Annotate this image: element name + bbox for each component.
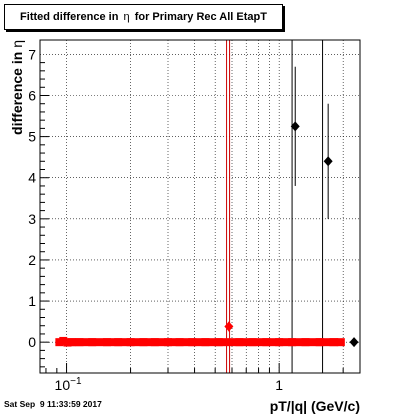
y-axis-label-text: difference in xyxy=(9,48,25,135)
red-series-band xyxy=(59,338,339,347)
y-tick-label: 1 xyxy=(28,293,36,309)
data-point-diamond xyxy=(290,121,300,132)
chart-title-suffix: for Primary Rec All EtapT xyxy=(131,11,267,23)
data-point-diamond xyxy=(349,337,359,348)
axis-tick-labels: 0 1 2 3 4 5 6 7 10−1 1 xyxy=(28,46,283,393)
grid xyxy=(40,40,360,373)
data-point-square xyxy=(329,338,338,347)
data-points xyxy=(55,66,359,348)
timestamp: Sat Sep 9 11:33:59 2017 xyxy=(4,399,102,409)
data-point-square xyxy=(336,338,345,347)
data-point-square xyxy=(88,338,97,347)
data-point-square xyxy=(262,338,271,347)
y-axis-label: difference in η xyxy=(9,40,25,135)
y-tick-label: 3 xyxy=(28,211,36,227)
x-axis-label: pT/|q| (GeV/c) xyxy=(270,398,360,414)
reference-lines xyxy=(226,40,324,373)
data-point-square xyxy=(214,338,223,347)
data-point-square xyxy=(164,338,172,347)
y-tick-label: 7 xyxy=(28,46,36,62)
data-point-square xyxy=(63,338,72,347)
x-tick-label-exponent: −1 xyxy=(70,376,82,387)
data-point-square xyxy=(59,336,68,345)
y-tick-label: 0 xyxy=(28,334,36,350)
data-point-square xyxy=(188,338,197,347)
data-point-square xyxy=(235,338,244,347)
data-point-square xyxy=(248,338,257,347)
chart-title: Fitted difference in η for Primary Rec A… xyxy=(4,4,283,30)
y-tick-label: 6 xyxy=(28,88,36,104)
data-point-square xyxy=(301,338,310,347)
chart-title-prefix: Fitted difference in xyxy=(20,11,122,23)
data-point-diamond xyxy=(323,156,333,167)
data-point-square xyxy=(175,338,184,347)
y-tick-label: 5 xyxy=(28,129,36,145)
plot-frame xyxy=(39,39,361,374)
data-point-square xyxy=(201,338,210,347)
data-point-square xyxy=(67,338,76,347)
y-tick-label: 4 xyxy=(28,170,36,186)
data-point-square xyxy=(75,338,84,347)
x-tick-label: 1 xyxy=(275,377,283,393)
data-point-square xyxy=(114,338,123,347)
data-point-diamond xyxy=(224,321,234,332)
x-tick-label: 10−1 xyxy=(55,376,82,393)
data-point-square xyxy=(315,338,324,347)
data-point-square xyxy=(275,338,284,347)
y-tick-label: 2 xyxy=(28,252,36,268)
data-point-square xyxy=(103,338,112,347)
chart-title-symbol: η xyxy=(123,11,130,23)
y-axis-label-symbol: η xyxy=(9,40,25,48)
data-point-square xyxy=(150,338,159,347)
axis-ticks xyxy=(40,62,344,373)
x-tick-label-base: 10 xyxy=(55,377,71,393)
data-point-square xyxy=(288,338,297,347)
data-point-square xyxy=(126,338,135,347)
data-point-square xyxy=(139,338,148,347)
